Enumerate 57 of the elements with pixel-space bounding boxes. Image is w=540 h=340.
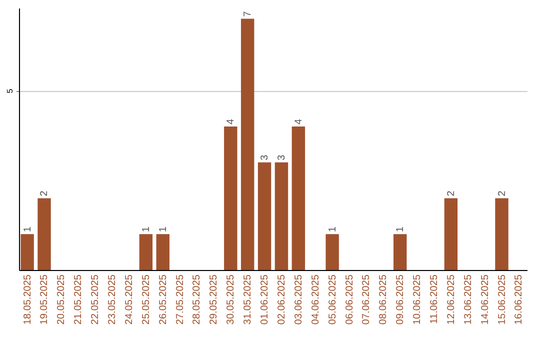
bar bbox=[326, 234, 339, 270]
x-tick-label: 22.05.2025 bbox=[90, 274, 102, 325]
x-tick-label: 25.05.2025 bbox=[140, 274, 152, 325]
data-label: 3 bbox=[260, 154, 271, 160]
x-tick-label: 09.06.2025 bbox=[395, 274, 406, 325]
x-tick-label: 24.05.2025 bbox=[124, 274, 135, 325]
x-tick-label: 02.06.2025 bbox=[276, 274, 288, 325]
x-tick-label: 08.06.2025 bbox=[378, 274, 390, 325]
bar bbox=[258, 162, 272, 270]
x-tick-label: 13.06.2025 bbox=[462, 274, 474, 325]
bar bbox=[240, 18, 254, 270]
x-tick-label: 05.06.2025 bbox=[327, 274, 338, 325]
x-tick-label: 11.06.2025 bbox=[428, 274, 440, 324]
data-label: 2 bbox=[496, 190, 508, 196]
x-tick-label: 26.05.2025 bbox=[158, 274, 169, 325]
x-tick-label: 20.05.2025 bbox=[56, 274, 68, 325]
data-label: 3 bbox=[276, 154, 288, 160]
bar bbox=[156, 234, 170, 270]
data-label: 4 bbox=[226, 118, 237, 124]
x-tick-label: 31.05.2025 bbox=[242, 274, 254, 325]
x-tick-label: 16.06.2025 bbox=[514, 274, 525, 325]
x-tick-label: 10.06.2025 bbox=[412, 274, 424, 325]
data-label: 1 bbox=[327, 226, 338, 232]
data-label: 2 bbox=[446, 190, 457, 196]
bar bbox=[224, 126, 238, 270]
x-tick-label: 23.05.2025 bbox=[107, 274, 118, 325]
x-tick-label: 30.05.2025 bbox=[226, 274, 237, 325]
data-label: 2 bbox=[39, 190, 50, 196]
x-tick-label: 12.06.2025 bbox=[446, 274, 457, 325]
bar bbox=[274, 162, 288, 270]
x-tick-label: 14.06.2025 bbox=[480, 274, 491, 325]
bar bbox=[292, 126, 306, 270]
bar bbox=[38, 198, 51, 270]
bar bbox=[393, 234, 407, 270]
y-tick-label: 5 bbox=[6, 88, 14, 94]
x-tick-label: 06.06.2025 bbox=[344, 274, 356, 325]
data-label: 1 bbox=[140, 226, 152, 232]
x-tick-label: 28.05.2025 bbox=[192, 274, 203, 325]
x-tick-label: 15.06.2025 bbox=[496, 274, 508, 325]
bar bbox=[444, 198, 458, 270]
x-tick-label: 21.05.2025 bbox=[73, 274, 84, 325]
data-label: 7 bbox=[242, 10, 254, 17]
x-tick-label: 04.06.2025 bbox=[310, 274, 322, 325]
x-tick-label: 03.06.2025 bbox=[293, 274, 304, 325]
data-label: 1 bbox=[395, 226, 406, 232]
x-tick-label: 27.05.2025 bbox=[174, 274, 186, 325]
x-tick-label: 18.05.2025 bbox=[22, 274, 34, 325]
data-label: 4 bbox=[293, 118, 304, 124]
data-label: 1 bbox=[158, 226, 169, 232]
x-tick-label: 29.05.2025 bbox=[208, 274, 220, 325]
x-tick-label: 07.06.2025 bbox=[361, 274, 372, 325]
data-label: 1 bbox=[22, 226, 34, 232]
bar bbox=[20, 234, 34, 270]
bar bbox=[139, 234, 153, 270]
bar bbox=[495, 198, 508, 270]
x-tick-label: 01.06.2025 bbox=[260, 274, 271, 325]
x-tick-label: 19.05.2025 bbox=[39, 274, 50, 325]
